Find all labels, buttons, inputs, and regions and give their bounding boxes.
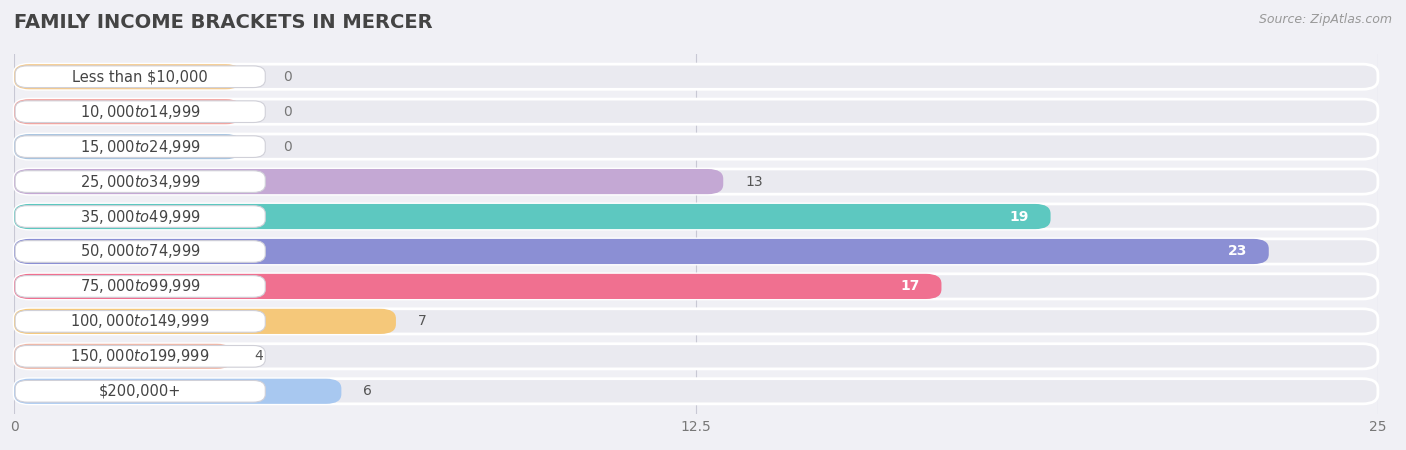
- FancyBboxPatch shape: [15, 171, 266, 193]
- Text: 17: 17: [900, 279, 920, 293]
- FancyBboxPatch shape: [14, 309, 396, 334]
- FancyBboxPatch shape: [14, 379, 1378, 404]
- FancyBboxPatch shape: [14, 204, 1378, 229]
- Text: 0: 0: [283, 70, 291, 84]
- Text: FAMILY INCOME BRACKETS IN MERCER: FAMILY INCOME BRACKETS IN MERCER: [14, 14, 433, 32]
- Text: $10,000 to $14,999: $10,000 to $14,999: [80, 103, 201, 121]
- Text: 6: 6: [363, 384, 373, 398]
- FancyBboxPatch shape: [15, 66, 266, 88]
- FancyBboxPatch shape: [14, 169, 1378, 194]
- Text: 0: 0: [283, 140, 291, 153]
- FancyBboxPatch shape: [15, 310, 266, 332]
- Text: $25,000 to $34,999: $25,000 to $34,999: [80, 172, 201, 190]
- FancyBboxPatch shape: [14, 239, 1268, 264]
- FancyBboxPatch shape: [14, 239, 1378, 264]
- FancyBboxPatch shape: [14, 99, 1378, 124]
- Text: Source: ZipAtlas.com: Source: ZipAtlas.com: [1258, 14, 1392, 27]
- Text: $50,000 to $74,999: $50,000 to $74,999: [80, 243, 201, 261]
- FancyBboxPatch shape: [14, 134, 1378, 159]
- FancyBboxPatch shape: [14, 274, 1378, 299]
- FancyBboxPatch shape: [14, 134, 242, 159]
- Text: $35,000 to $49,999: $35,000 to $49,999: [80, 207, 201, 225]
- FancyBboxPatch shape: [15, 101, 266, 122]
- FancyBboxPatch shape: [14, 64, 1378, 89]
- FancyBboxPatch shape: [14, 99, 242, 124]
- FancyBboxPatch shape: [15, 136, 266, 158]
- Text: $75,000 to $99,999: $75,000 to $99,999: [80, 278, 201, 296]
- FancyBboxPatch shape: [14, 309, 1378, 334]
- FancyBboxPatch shape: [14, 204, 1050, 229]
- Text: 23: 23: [1227, 244, 1247, 258]
- Text: $100,000 to $149,999: $100,000 to $149,999: [70, 312, 209, 330]
- FancyBboxPatch shape: [15, 275, 266, 297]
- Text: $200,000+: $200,000+: [98, 384, 181, 399]
- Text: 19: 19: [1010, 210, 1029, 224]
- FancyBboxPatch shape: [14, 344, 1378, 369]
- Text: Less than $10,000: Less than $10,000: [72, 69, 208, 84]
- Text: 4: 4: [254, 349, 263, 363]
- FancyBboxPatch shape: [15, 241, 266, 262]
- FancyBboxPatch shape: [15, 346, 266, 367]
- Text: 0: 0: [283, 105, 291, 119]
- Text: 13: 13: [745, 175, 762, 189]
- FancyBboxPatch shape: [15, 206, 266, 227]
- FancyBboxPatch shape: [14, 344, 232, 369]
- Text: $15,000 to $24,999: $15,000 to $24,999: [80, 138, 201, 156]
- FancyBboxPatch shape: [14, 379, 342, 404]
- FancyBboxPatch shape: [14, 274, 942, 299]
- Text: $150,000 to $199,999: $150,000 to $199,999: [70, 347, 209, 365]
- FancyBboxPatch shape: [14, 169, 723, 194]
- FancyBboxPatch shape: [15, 380, 266, 402]
- FancyBboxPatch shape: [14, 64, 242, 89]
- Text: 7: 7: [418, 315, 426, 328]
